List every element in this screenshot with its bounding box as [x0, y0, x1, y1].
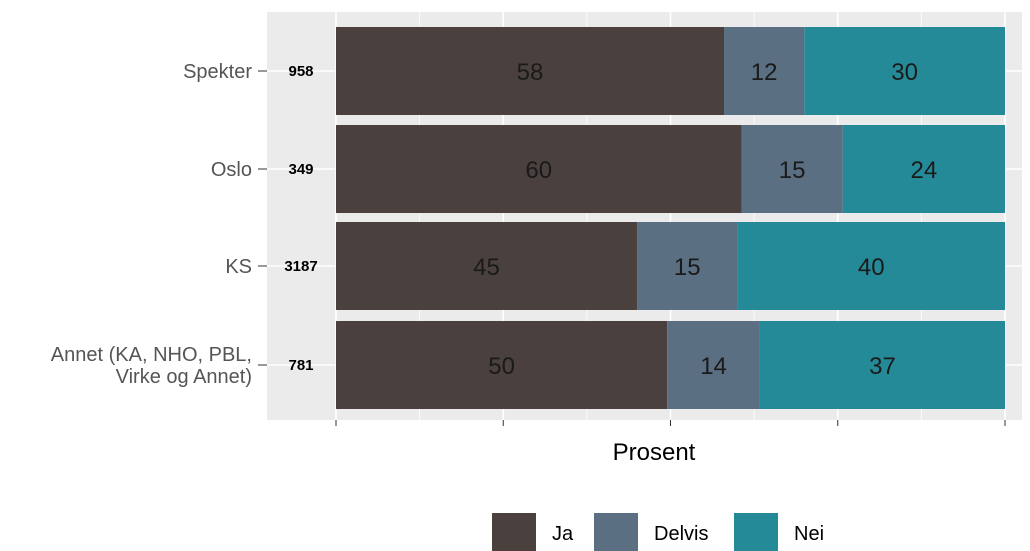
data-label: 37	[869, 353, 896, 380]
legend: Ja Delvis Nei	[492, 513, 824, 551]
count-label: 349	[288, 161, 313, 178]
category-label: Oslo	[211, 159, 252, 181]
count-label: 781	[288, 357, 313, 374]
data-label: 24	[911, 157, 938, 184]
bar-ja	[336, 27, 725, 115]
bar-nei	[842, 125, 1005, 213]
bar-nei	[737, 222, 1005, 310]
category-label: Spekter	[183, 61, 252, 83]
data-label: 40	[858, 254, 885, 281]
count-labels: 958 349 3187 781	[284, 63, 317, 374]
bar-delvis	[724, 27, 805, 115]
data-label: 58	[517, 59, 544, 86]
legend-key-nei	[734, 513, 778, 551]
legend-key-delvis	[594, 513, 638, 551]
bar-nei	[759, 321, 1005, 409]
category-label: Virke og Annet)	[116, 366, 252, 388]
count-label: 958	[288, 63, 313, 80]
bar-delvis	[667, 321, 760, 409]
count-label: 3187	[284, 258, 317, 275]
data-label: 60	[525, 157, 552, 184]
legend-key-ja	[492, 513, 536, 551]
bars: 58 12 30 60 15 24 45 15 40 50 14 37	[336, 27, 1005, 409]
category-label: KS	[225, 256, 252, 278]
data-label: 50	[488, 353, 515, 380]
category-labels: Spekter Oslo KS Annet (KA, NHO, PBL,Virke o…	[51, 61, 267, 388]
x-axis-ticks	[335, 420, 1006, 426]
category-label: Annet (KA, NHO, PBL,	[51, 344, 252, 366]
bar-nei	[804, 27, 1005, 115]
bar-ja	[336, 125, 742, 213]
legend-label: Nei	[794, 523, 824, 545]
data-label: 15	[779, 157, 806, 184]
bar-ja	[336, 222, 638, 310]
data-label: 12	[751, 59, 778, 86]
data-label: 45	[473, 254, 500, 281]
data-label: 30	[891, 59, 918, 86]
legend-label: Ja	[552, 523, 574, 545]
bar-delvis	[637, 222, 738, 310]
legend-label: Delvis	[654, 523, 708, 545]
x-axis-title: Prosent	[613, 439, 696, 466]
bar-delvis	[741, 125, 843, 213]
data-label: 14	[700, 353, 727, 380]
data-label: 15	[674, 254, 701, 281]
bar-ja	[336, 321, 668, 409]
